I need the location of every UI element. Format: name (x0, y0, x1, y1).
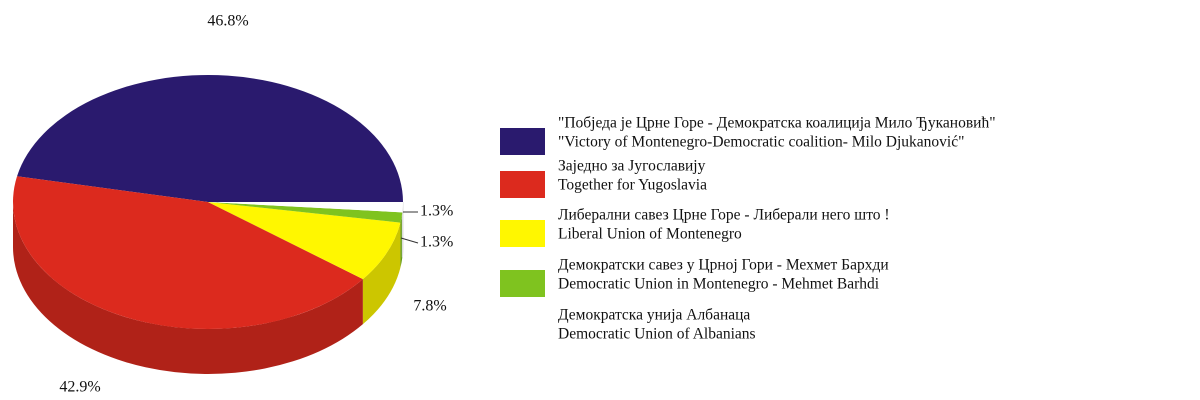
slice (208, 202, 401, 280)
legend-label-en: Democratic Union of Albanians (558, 326, 756, 343)
legend-label-en: Liberal Union of Montenegro (558, 226, 742, 243)
legend-label: Заједно за Југославију (558, 158, 706, 175)
legend-swatch (500, 128, 545, 155)
legend-label-en: Democratic Union in Montenegro - Mehmet … (558, 276, 880, 293)
legend-label: Демократски савез у Црној Гори - Мехмет … (558, 257, 889, 274)
legend-swatch (500, 220, 545, 247)
legend-swatch (500, 270, 545, 297)
slice (208, 202, 403, 213)
legend-label-en: "Victory of Montenegro-Democratic coalit… (558, 134, 964, 151)
legend: "Побједа је Црне Горе - Демократска коал… (500, 115, 996, 347)
legend-label: Демократска унија Албанаца (558, 307, 750, 324)
slice (208, 202, 403, 223)
slice-side (13, 202, 363, 374)
value-label: 7.8% (413, 298, 446, 315)
legend-label: "Побједа је Црне Горе - Демократска коал… (558, 115, 996, 132)
value-label: 42.9% (59, 379, 100, 396)
value-label: 1.3% (420, 203, 453, 220)
value-label: 46.8% (207, 13, 248, 30)
legend-label-en: Together for Yugoslavia (558, 177, 707, 194)
legend-swatch (500, 320, 545, 347)
slice-side (362, 222, 401, 325)
legend-swatch (500, 171, 545, 198)
slice (17, 74, 404, 202)
legend-label: Либерални савез Црне Горе - Либерали нег… (558, 207, 890, 224)
pie (12, 74, 404, 374)
leader-line (400, 237, 419, 244)
slice (12, 176, 363, 329)
value-labels: 46.8% 42.9% 7.8% 1.3% 1.3% (59, 13, 453, 396)
value-label: 1.3% (420, 234, 453, 251)
